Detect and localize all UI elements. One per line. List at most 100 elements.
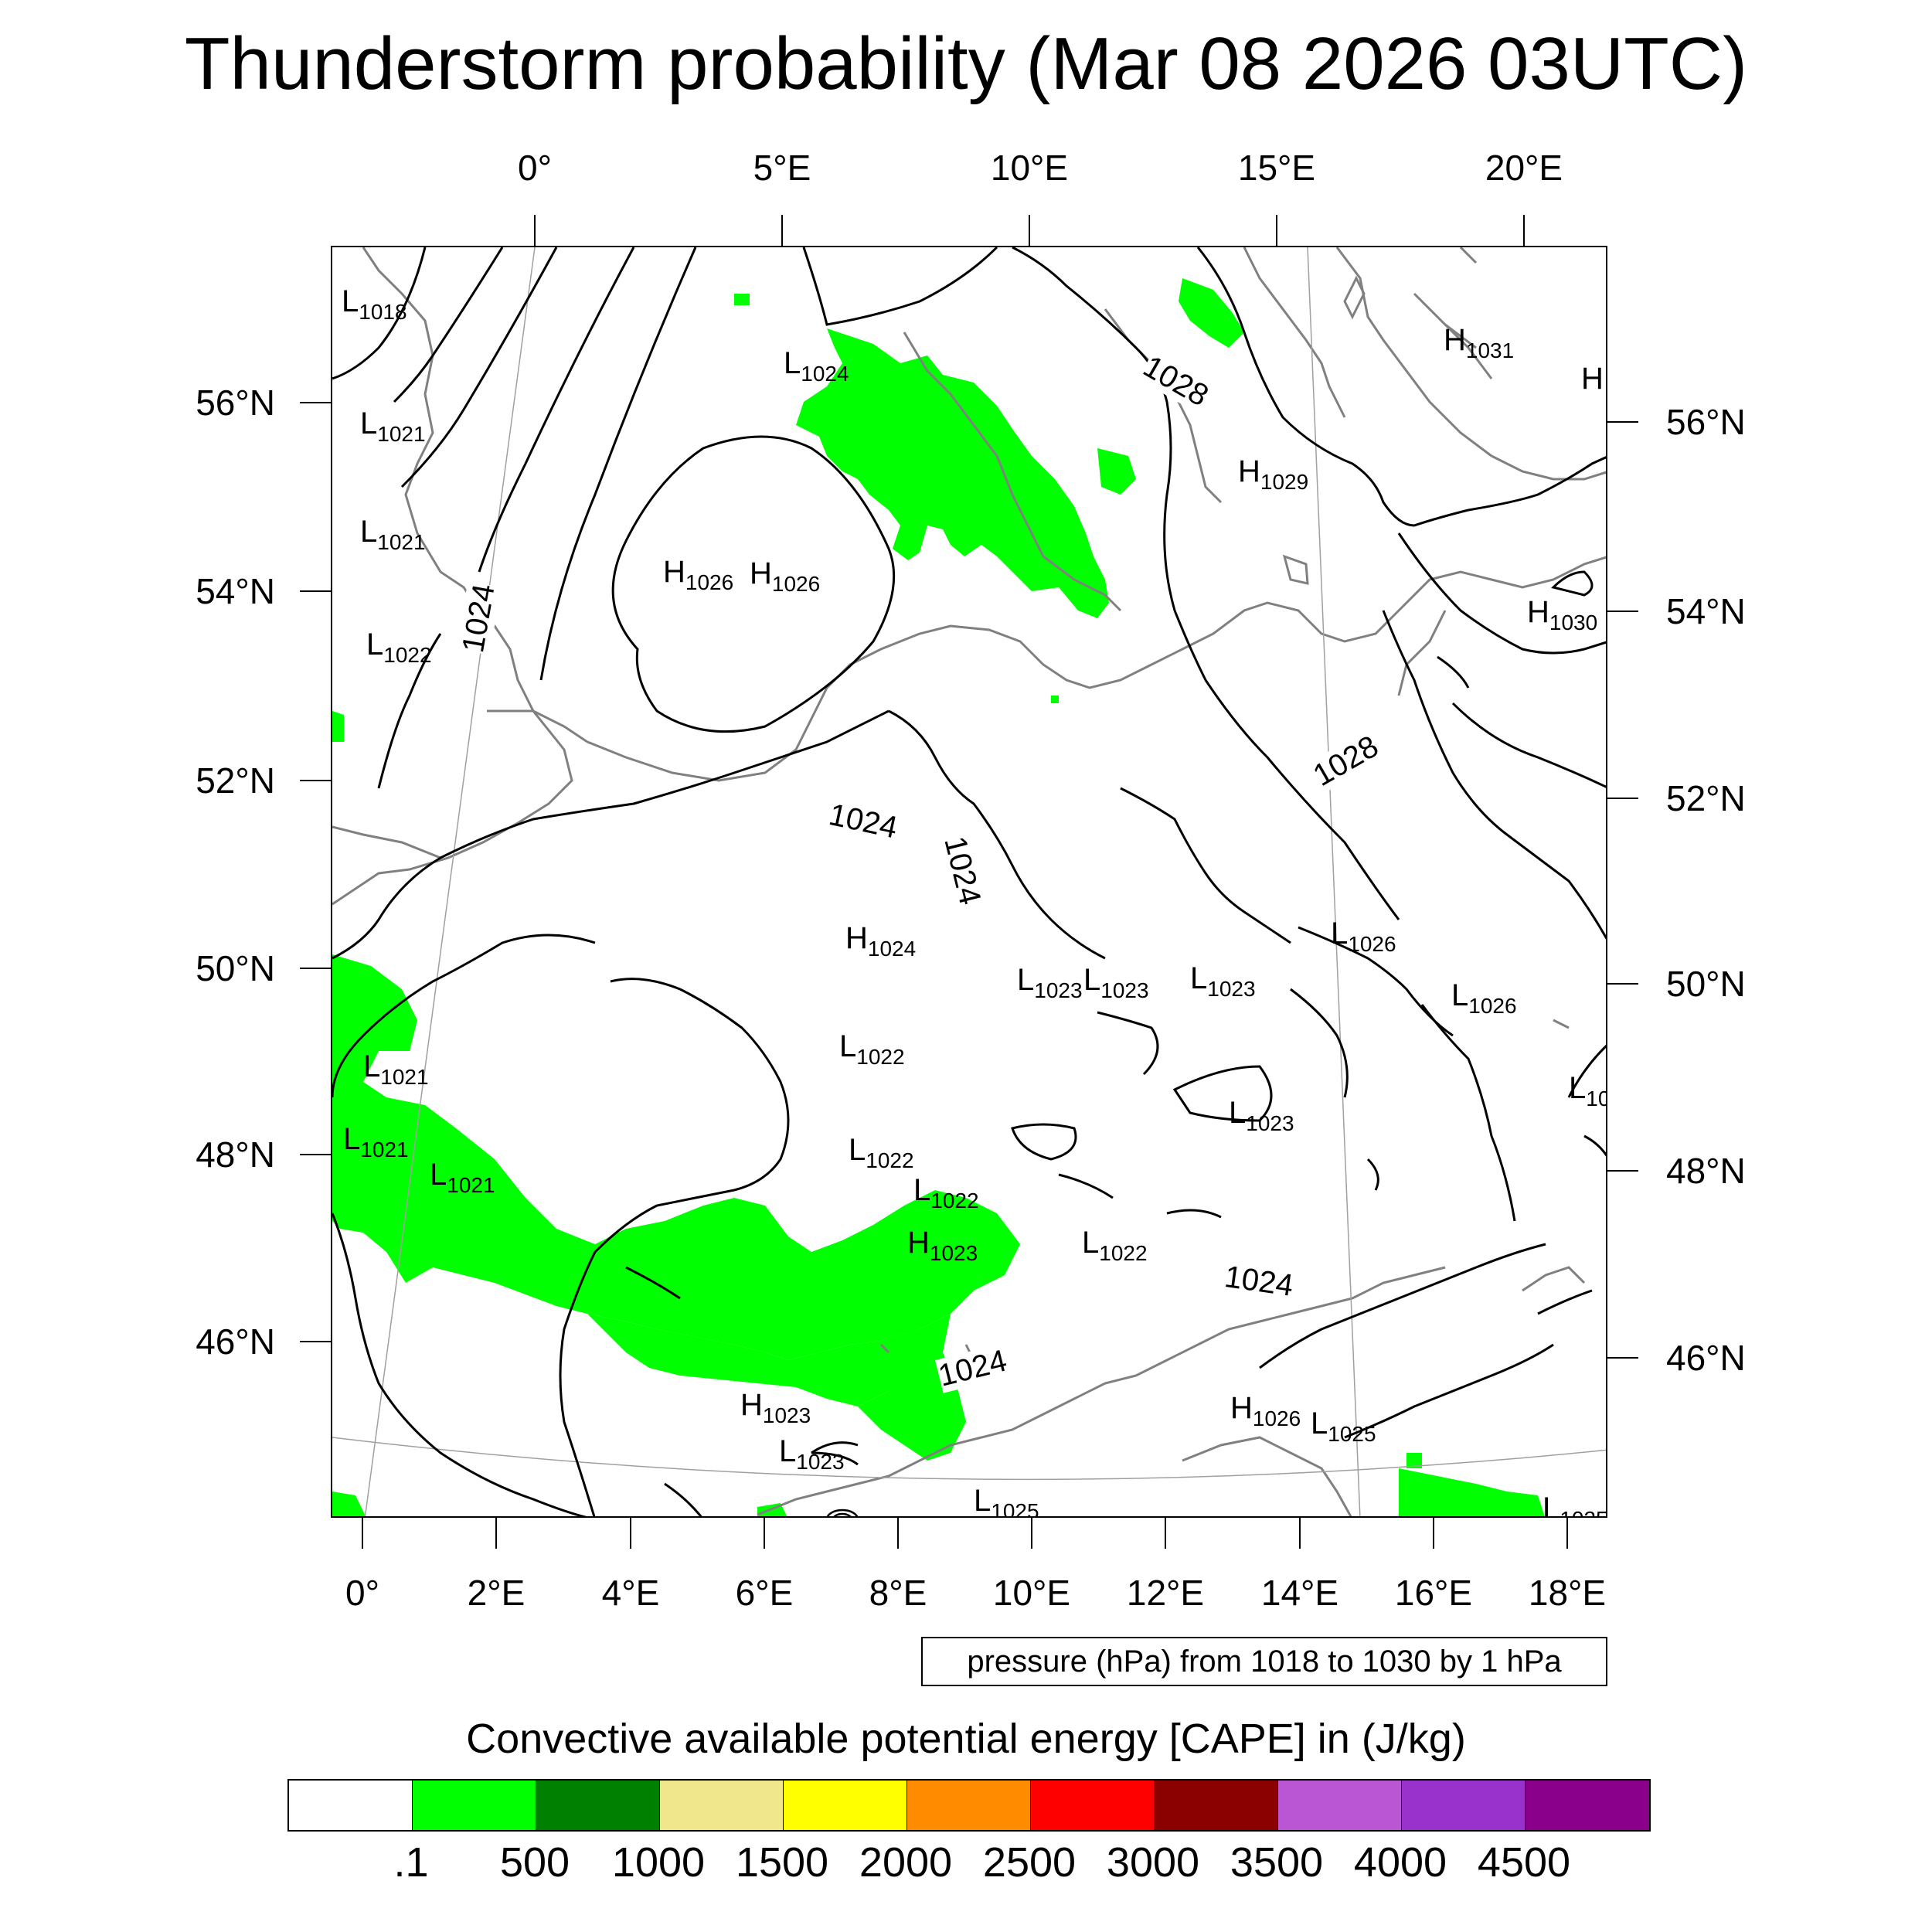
cape-area-france-center [587, 1314, 951, 1406]
colorbar-label: 3500 [1230, 1839, 1324, 1886]
colorbar-label: 2000 [859, 1839, 953, 1886]
cape-area-alps-small [835, 1306, 873, 1345]
cape-area-denmark [796, 328, 1109, 618]
pressure-center-label: L1026 [1451, 978, 1517, 1018]
colorbar-swatch [907, 1781, 1031, 1830]
cape-area-france-coast [332, 711, 344, 742]
bottom-tick-12e: 12°E [1126, 1573, 1205, 1613]
pressure-center-label: L1021 [360, 515, 426, 554]
pressure-center-label: L1023 [1190, 961, 1256, 1001]
pressure-center-label: L1022 [1082, 1226, 1148, 1265]
colorbar-swatch [1402, 1781, 1526, 1830]
pressure-center-label: H1026 [750, 556, 821, 596]
colorbar-swatch [1278, 1781, 1402, 1830]
bottom-tick-16e: 16°E [1394, 1573, 1473, 1613]
pressure-center-label: L1018 [342, 284, 407, 324]
colorbar-swatch [413, 1781, 536, 1830]
bottom-tick-6e: 6°E [735, 1573, 794, 1613]
pressure-center-label: L1022 [839, 1029, 905, 1069]
left-tick-52n: 52°N [196, 760, 275, 801]
colorbar-swatch [1155, 1781, 1278, 1830]
cape-area-scandinavia [1179, 278, 1244, 348]
cape-area-skane [1097, 448, 1136, 495]
pressure-center-label: L1026 [1331, 917, 1396, 956]
chart-title: Thunderstorm probability (Mar 08 2026 03… [184, 22, 1748, 105]
left-tick-50n: 50°N [196, 948, 275, 988]
colorbar [287, 1779, 1651, 1832]
left-tick-56n: 56°N [196, 383, 275, 423]
colorbar-title: Convective available potential energy [C… [466, 1716, 1466, 1762]
colorbar-label: 3000 [1106, 1839, 1200, 1886]
cape-area-med-left [332, 1492, 366, 1516]
colorbar-swatch [784, 1781, 907, 1830]
bottom-tick-4e: 4°E [601, 1573, 660, 1613]
cape-area-sweden-small [734, 294, 750, 305]
right-tick-54n: 54°N [1666, 591, 1746, 631]
colorbar-swatch [660, 1781, 784, 1830]
cape-area-croatia-south [1399, 1468, 1545, 1516]
pressure-center-label: L1024 [784, 346, 849, 386]
cape-area-france-west [332, 954, 1020, 1360]
right-tick-52n: 52°N [1666, 778, 1746, 818]
map-layers [332, 247, 1606, 1516]
colorbar-label: 1000 [611, 1839, 706, 1886]
colorbar-label: 4500 [1477, 1839, 1571, 1886]
left-tick-54n: 54°N [196, 571, 275, 611]
left-tick-48n: 48°N [196, 1134, 275, 1175]
colorbar-label: 1500 [735, 1839, 829, 1886]
pressure-center-label: H1026 [1230, 1391, 1301, 1430]
bottom-tick-10e: 10°E [992, 1573, 1071, 1613]
pressure-center-label: H1026 [663, 555, 734, 594]
cape-area-poland-small [1051, 696, 1059, 703]
pressure-center-label: H1023 [907, 1226, 978, 1265]
top-tick-0: 0° [518, 148, 552, 188]
pressure-center-label: L1021 [343, 1122, 409, 1162]
cape-areas [332, 278, 1545, 1516]
bottom-tick-8e: 8°E [869, 1573, 927, 1613]
colorbar-label: 2500 [982, 1839, 1077, 1886]
right-tick-50n: 50°N [1666, 964, 1746, 1004]
bottom-tick-18e: 18°E [1528, 1573, 1607, 1613]
colorbar-label: .1 [393, 1839, 429, 1886]
colorbar-swatch [536, 1781, 660, 1830]
pressure-center-label: L1023 [1017, 963, 1083, 1002]
pressure-center-label: H [1581, 362, 1604, 396]
colorbar-label: 4000 [1353, 1839, 1447, 1886]
pressure-center-label: L10 [1569, 1071, 1606, 1111]
right-tick-56n: 56°N [1666, 402, 1746, 442]
pressure-center-label: L1022 [849, 1133, 914, 1172]
graticule [332, 247, 1606, 1516]
colorbar-swatch [289, 1781, 413, 1830]
pressure-center-label: L1023 [779, 1434, 845, 1474]
bottom-tick-14e: 14°E [1260, 1573, 1339, 1613]
colorbar-swatch [1031, 1781, 1155, 1830]
top-tick-15e: 15°E [1237, 148, 1316, 188]
pressure-center-label: H1023 [740, 1388, 811, 1427]
top-tick-5e: 5°E [753, 148, 811, 188]
right-tick-46n: 46°N [1666, 1338, 1746, 1378]
pressure-center-label: H1030 [1527, 595, 1598, 634]
pressure-center-label: L1021 [363, 1049, 429, 1089]
pressure-center-label: L1023 [1083, 963, 1149, 1002]
pressure-center-label: L1022 [366, 628, 432, 667]
pressure-note: pressure (hPa) from 1018 to 1030 by 1 hP… [921, 1637, 1607, 1686]
bottom-tick-0: 0° [345, 1573, 379, 1613]
pressure-center-label: L1022 [913, 1173, 979, 1213]
top-tick-10e: 10°E [990, 148, 1069, 188]
pressure-center-label: H1029 [1238, 454, 1309, 494]
pressure-center-label: L1025 [974, 1484, 1039, 1518]
colorbar-swatch [1526, 1781, 1649, 1830]
pressure-center-label: H1024 [845, 921, 917, 961]
top-tick-20e: 20°E [1485, 148, 1563, 188]
pressure-center-label: L1025 [1543, 1492, 1606, 1518]
bottom-tick-2e: 2°E [467, 1573, 526, 1613]
pressure-center-label: H1031 [1444, 323, 1515, 362]
isobar-cluster-south [826, 1509, 859, 1516]
map-panel: L1018 L1021 L1021 L1022 L1024 H1026 H102… [331, 246, 1607, 1518]
pressure-center-label: L1021 [430, 1158, 495, 1197]
isobars [332, 247, 1606, 1516]
pressure-center-label: L1021 [360, 406, 426, 446]
pressure-center-label: L1023 [1229, 1096, 1294, 1135]
left-tick-46n: 46°N [196, 1321, 275, 1362]
right-tick-48n: 48°N [1666, 1151, 1746, 1191]
